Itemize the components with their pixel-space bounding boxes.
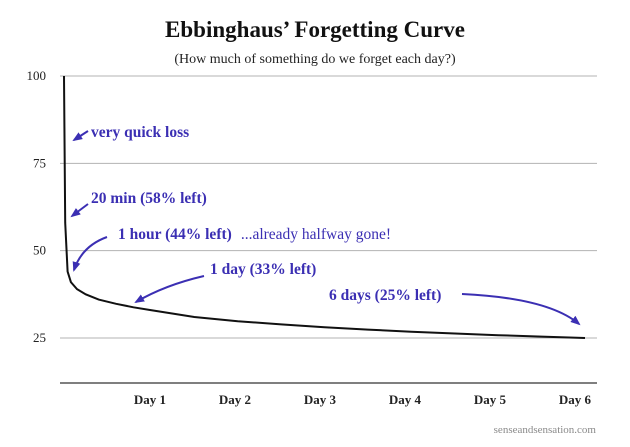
annotation-arrow-very-quick-loss: [72, 130, 89, 142]
annotation-1-day-text: 1 day (33% left): [210, 261, 316, 278]
chart-subtitle: (How much of something do we forget each…: [174, 52, 456, 67]
x-tick-label-day-2: Day 2: [219, 392, 251, 407]
annotation-arrow-20-min: [70, 203, 89, 218]
annotation-arrow-1-day: [134, 275, 205, 304]
chart-title: Ebbinghaus’ Forgetting Curve: [165, 17, 465, 42]
x-tick-label-day-4: Day 4: [389, 392, 422, 407]
x-axis-ticks: Day 1 Day 2 Day 3 Day 4 Day 5 Day 6: [134, 392, 592, 407]
grid-layer: [60, 75, 597, 339]
annotation-1-day: 1 day (33% left): [210, 261, 316, 278]
annotation-1-hour-comment: ...already halfway gone!: [241, 226, 391, 243]
y-tick-label-100: 100: [27, 68, 47, 83]
annotation-6-days-text: 6 days (25% left): [329, 287, 441, 304]
x-tick-label-day-6: Day 6: [559, 392, 592, 407]
annotation-very-quick-loss: very quick loss: [91, 124, 189, 141]
annotation-20-min: 20 min (58% left): [91, 190, 207, 207]
y-tick-label-50: 50: [33, 243, 46, 258]
y-axis-ticks: 100 75 50 25: [27, 68, 47, 345]
x-tick-label-day-1: Day 1: [134, 392, 166, 407]
y-tick-label-75: 75: [33, 155, 46, 170]
annotation-6-days: 6 days (25% left): [329, 287, 441, 304]
annotation-arrow-1-hour: [72, 236, 108, 272]
source-credit: senseandsensation.com: [494, 424, 597, 436]
forgetting-curve-line: [63, 75, 586, 339]
x-tick-label-day-3: Day 3: [304, 392, 337, 407]
annotation-very-quick-loss-text: very quick loss: [91, 124, 189, 141]
y-tick-label-25: 25: [33, 330, 46, 345]
x-tick-label-day-5: Day 5: [474, 392, 507, 407]
annotation-1-hour: 1 hour (44% left) ...already halfway gon…: [118, 226, 391, 243]
annotation-20-min-text: 20 min (58% left): [91, 190, 207, 207]
annotation-arrow-6-days: [461, 293, 581, 326]
annotation-1-hour-text: 1 hour (44% left): [118, 226, 232, 243]
